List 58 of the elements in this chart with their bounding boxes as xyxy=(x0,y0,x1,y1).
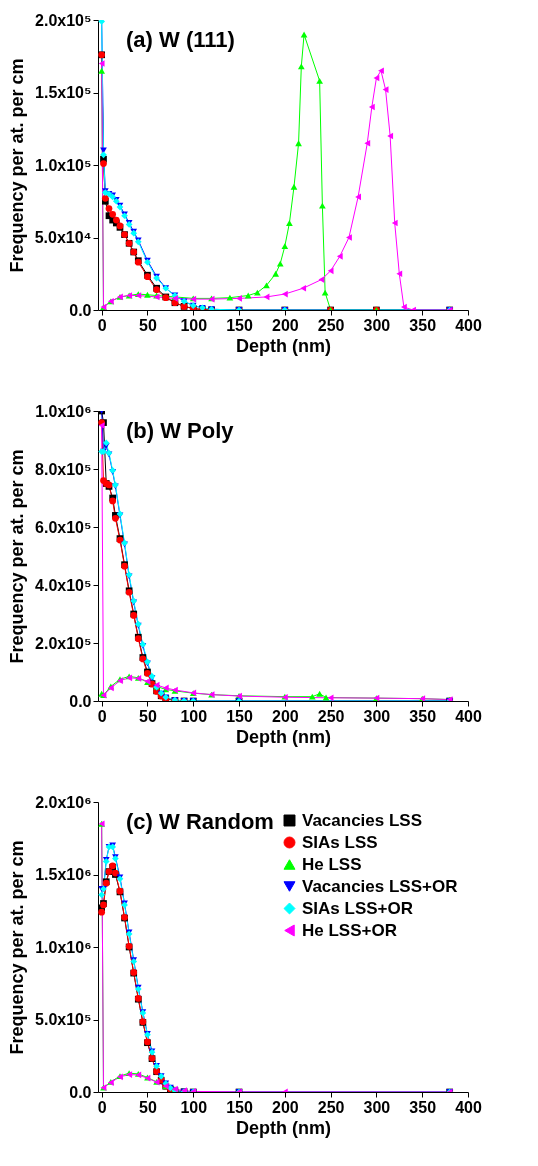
x-tick-label: 350 xyxy=(409,707,437,725)
x-tick-label: 0 xyxy=(97,1098,107,1116)
x-tick-label: 150 xyxy=(226,707,253,725)
y-tick-label: 0.0 xyxy=(69,692,92,710)
y-tick-label: 2.0x10⁵ xyxy=(35,11,92,29)
x-axis-title: Depth (nm) xyxy=(236,335,331,356)
x-tick-label: 50 xyxy=(139,707,157,725)
x-tick-label: 150 xyxy=(226,316,253,334)
x-tick-label: 0 xyxy=(97,707,107,725)
y-tick-label: 6.0x10⁵ xyxy=(35,518,92,536)
legend-label: Vacancies LSS xyxy=(302,810,423,830)
x-tick-label: 400 xyxy=(455,1098,482,1116)
y-tick-label: 0.0 xyxy=(69,301,92,319)
x-tick-label: 300 xyxy=(363,1098,391,1116)
x-tick-label: 150 xyxy=(226,1098,253,1116)
x-tick-label: 300 xyxy=(363,707,391,725)
x-tick-label: 100 xyxy=(180,707,208,725)
y-tick-label: 5.0x10⁵ xyxy=(35,1011,92,1028)
chart-title: (b) W Poly xyxy=(126,418,235,443)
x-axis-title: Depth (nm) xyxy=(236,1117,331,1138)
y-axis-title: Frequency per at. per cm xyxy=(6,58,27,273)
x-tick-label: 100 xyxy=(180,316,208,334)
legend-label: Vacancies LSS+OR xyxy=(302,876,458,896)
x-tick-label: 250 xyxy=(317,316,345,334)
x-tick-label: 350 xyxy=(409,316,437,334)
y-tick-label: 2.0x10⁵ xyxy=(35,634,92,652)
y-axis-title: Frequency per at. per cm xyxy=(7,449,28,664)
legend-label: He LSS xyxy=(302,854,362,874)
x-tick-label: 200 xyxy=(271,1098,299,1116)
y-tick-label: 0.0 xyxy=(69,1083,92,1101)
x-tick-label: 50 xyxy=(139,1098,157,1116)
x-tick-label: 300 xyxy=(363,316,391,334)
legend-label: SIAs LSS+OR xyxy=(302,898,414,918)
x-axis-title: Depth (nm) xyxy=(236,726,331,747)
x-tick-label: 400 xyxy=(455,707,482,725)
y-tick-label: 1.5x10⁵ xyxy=(35,84,92,101)
y-tick-label: 2.0x10⁶ xyxy=(35,793,92,811)
y-tick-label: 1.5x10⁶ xyxy=(35,866,92,883)
x-tick-label: 350 xyxy=(409,1098,437,1116)
y-axis-title: Frequency per at. per cm xyxy=(7,840,28,1055)
x-tick-label: 250 xyxy=(317,707,345,725)
x-tick-label: 400 xyxy=(455,316,482,334)
chart-title: (a) W (111) xyxy=(126,27,235,52)
y-tick-label: 8.0x10⁵ xyxy=(35,460,92,478)
x-tick-label: 200 xyxy=(271,707,299,725)
y-tick-label: 5.0x10⁴ xyxy=(34,229,92,246)
x-tick-label: 100 xyxy=(180,1098,208,1116)
y-tick-label: 1.0x10⁵ xyxy=(35,156,92,174)
y-tick-label: 1.0x10⁶ xyxy=(35,402,92,420)
y-tick-label: 1.0x10⁶ xyxy=(35,938,92,956)
x-tick-label: 250 xyxy=(317,1098,345,1116)
y-tick-label: 4.0x10⁵ xyxy=(35,576,92,594)
legend-label: He LSS+OR xyxy=(302,920,397,940)
x-tick-label: 0 xyxy=(97,316,107,334)
legend-label: SIAs LSS xyxy=(302,832,378,852)
chart-title: (c) W Random xyxy=(126,809,274,834)
x-tick-label: 200 xyxy=(271,316,299,334)
x-tick-label: 50 xyxy=(139,316,157,334)
